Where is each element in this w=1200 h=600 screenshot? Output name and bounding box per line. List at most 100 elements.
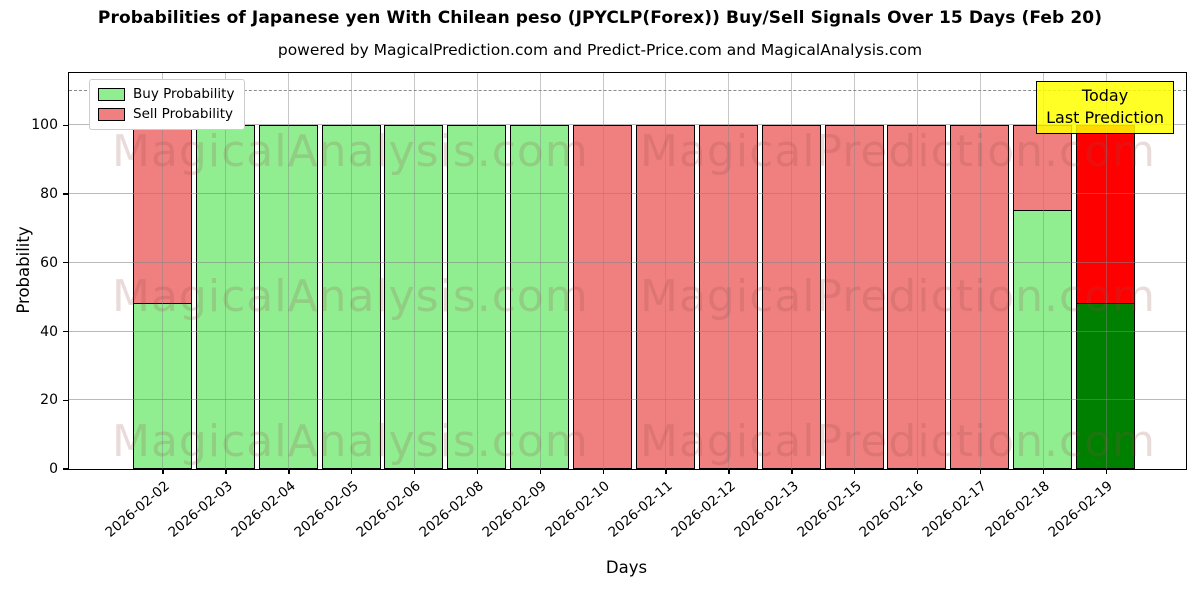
x-tick-label: 2026-02-08: [416, 478, 488, 541]
bar: [195, 125, 255, 469]
y-tick-label: 100: [31, 117, 58, 134]
x-tick-label: 2026-02-16: [856, 478, 928, 541]
buy-segment: [384, 125, 444, 469]
y-gridline: [69, 399, 1186, 401]
x-tick: [665, 469, 667, 474]
x-gridline: [1042, 73, 1044, 469]
bar: [950, 125, 1010, 469]
today-annotation-line2: Last Prediction: [1046, 108, 1164, 128]
sell-segment: [761, 125, 821, 469]
x-gridline: [539, 73, 541, 469]
bar-slot: 2026-02-19: [1045, 73, 1137, 541]
bar: [573, 125, 633, 469]
x-gridline: [791, 73, 793, 469]
y-tick: [63, 262, 69, 264]
bar: [384, 125, 444, 469]
x-tick: [476, 469, 479, 474]
y-tick-label: 60: [40, 254, 58, 271]
legend-row-sell: Sell Probability: [98, 107, 234, 122]
x-gridline: [665, 73, 667, 469]
x-tick: [1042, 469, 1045, 474]
buy-segment: [1013, 211, 1073, 469]
x-tick: [602, 469, 604, 474]
bar-slot: 2026-02-09: [480, 73, 571, 541]
sell-segment: [887, 125, 947, 469]
buy-segment: [510, 125, 570, 469]
dashed-reference-line: [69, 89, 1186, 91]
bar: [698, 125, 758, 469]
x-gridline: [1105, 73, 1107, 469]
x-tick: [916, 469, 919, 474]
x-tick: [288, 469, 290, 474]
x-tick-label: 2026-02-12: [668, 478, 739, 541]
bar-slots: 2026-02-02 2026-02-03 2026-02-04 2026-02-05…: [69, 73, 1186, 541]
x-gridline: [728, 73, 730, 469]
bar-slot: 2026-02-06: [354, 73, 446, 541]
bar-slot: 2026-02-11: [605, 73, 697, 541]
x-tick-label: 2026-02-06: [353, 478, 425, 541]
buy-segment: [258, 125, 318, 469]
legend: Buy Probability Sell Probability: [89, 79, 246, 130]
bar-slot: 2026-02-10: [542, 73, 634, 541]
x-tick-label: 2026-02-11: [605, 478, 676, 541]
sell-segment: [573, 125, 633, 469]
x-gridline: [916, 73, 918, 469]
y-tick: [63, 124, 69, 126]
bar: [635, 125, 695, 469]
y-tick: [63, 468, 69, 470]
bar-slot: 2026-02-05: [291, 73, 383, 541]
bar: [824, 125, 884, 469]
bar: [447, 125, 507, 469]
x-tick-label: 2026-02-17: [919, 478, 991, 541]
x-tick-label: 2026-02-04: [228, 478, 299, 541]
y-tick-label: 0: [49, 461, 58, 477]
x-tick-label: 2026-02-13: [731, 478, 802, 541]
today-annotation-line1: Today: [1081, 86, 1129, 105]
sell-segment: [132, 125, 192, 304]
legend-buy-label: Buy Probability: [133, 86, 235, 102]
x-tick: [1105, 469, 1107, 474]
bar: [321, 125, 381, 469]
bar: [887, 125, 947, 469]
x-tick: [413, 469, 416, 474]
x-tick: [979, 469, 982, 474]
y-gridline: [69, 330, 1186, 332]
x-tick: [162, 469, 164, 474]
bar-slot: 2026-02-16: [857, 73, 949, 541]
legend-sell-label: Sell Probability: [133, 106, 234, 122]
y-gridline: [69, 261, 1186, 263]
x-gridline: [225, 73, 227, 469]
sell-segment: [635, 125, 695, 469]
y-tick: [63, 399, 69, 401]
x-gridline: [288, 73, 290, 469]
sell-segment: [698, 125, 758, 469]
bar-slot: 2026-02-02: [102, 73, 194, 541]
buy-segment: [195, 125, 255, 469]
x-gridline: [351, 73, 353, 469]
x-tick-label: 2026-02-19: [1045, 478, 1116, 541]
chart-title: Probabilities of Japanese yen With Chile…: [97, 8, 1103, 28]
y-tick: [63, 193, 69, 195]
x-tick-label: 2026-02-03: [165, 478, 236, 541]
bar-slot: 2026-02-18: [983, 73, 1074, 541]
plot-area: 2026-02-02 2026-02-03 2026-02-04 2026-02-05…: [31, 72, 1187, 541]
x-tick-label: 2026-02-05: [290, 478, 362, 541]
chart-subtitle: powered by MagicalPrediction.com and Pre…: [277, 41, 923, 59]
x-tick: [225, 469, 227, 474]
bar: [258, 125, 318, 469]
x-gridline: [476, 73, 478, 469]
sell-swatch-icon: [98, 108, 125, 121]
sell-segment: [950, 125, 1010, 469]
x-tick: [539, 469, 542, 474]
x-gridline: [854, 73, 856, 469]
sell-segment: [1076, 125, 1136, 304]
x-gridline: [979, 73, 981, 469]
bar: [510, 125, 570, 469]
buy-swatch-icon: [98, 88, 125, 101]
bar-slot: 2026-02-08: [417, 73, 508, 541]
bar-slot: 2026-02-13: [731, 73, 823, 541]
today-annotation: Today Last Prediction: [1036, 81, 1174, 134]
x-gridline: [413, 73, 415, 469]
legend-row-buy: Buy Probability: [98, 87, 234, 102]
bar: [761, 125, 821, 469]
